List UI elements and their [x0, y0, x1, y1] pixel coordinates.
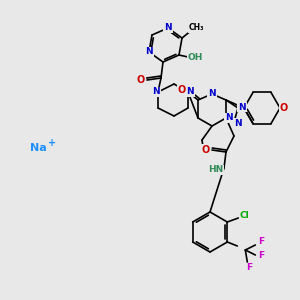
- Text: CH₃: CH₃: [188, 23, 204, 32]
- Text: O: O: [178, 85, 186, 95]
- Text: N: N: [238, 103, 246, 112]
- Text: N: N: [164, 23, 172, 32]
- Text: F: F: [258, 238, 264, 247]
- Text: N: N: [186, 88, 194, 97]
- Text: N: N: [234, 118, 242, 127]
- Text: +: +: [48, 138, 56, 148]
- Text: Na: Na: [30, 143, 46, 153]
- Text: F: F: [258, 251, 264, 260]
- Text: OH: OH: [187, 52, 203, 62]
- Text: O: O: [280, 103, 288, 113]
- Text: N: N: [225, 113, 233, 122]
- Text: O: O: [137, 75, 145, 85]
- Text: N: N: [145, 47, 153, 56]
- Text: F: F: [246, 263, 252, 272]
- Text: N: N: [152, 88, 160, 97]
- Text: Cl: Cl: [239, 212, 249, 220]
- Text: HN: HN: [208, 166, 224, 175]
- Text: O: O: [202, 145, 210, 155]
- Text: N: N: [208, 88, 216, 98]
